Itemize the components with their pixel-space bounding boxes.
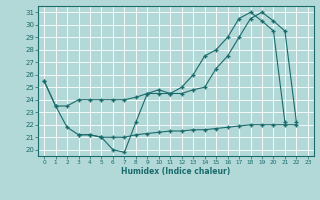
- X-axis label: Humidex (Indice chaleur): Humidex (Indice chaleur): [121, 167, 231, 176]
